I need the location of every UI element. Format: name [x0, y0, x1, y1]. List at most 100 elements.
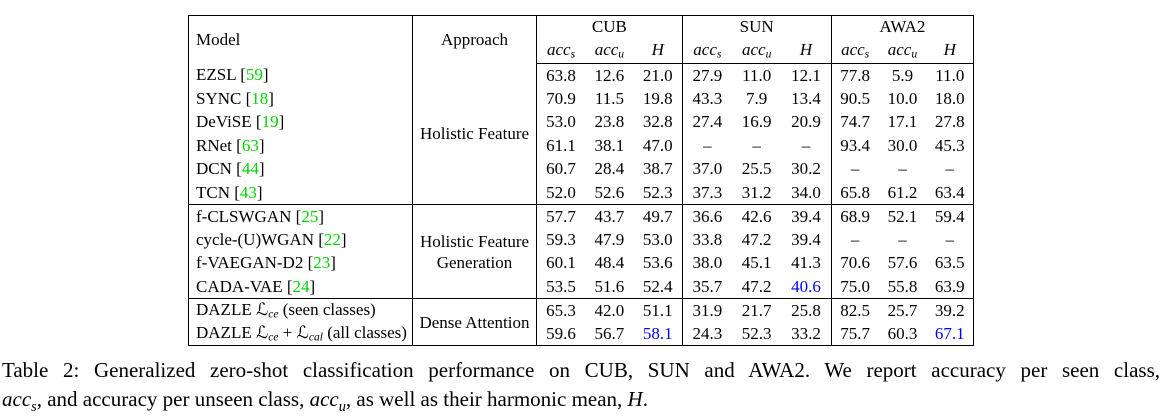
math-subscript: u: [911, 47, 918, 61]
approach-label-line: Dense Attention: [419, 312, 530, 332]
model-cell: SYNC [18]: [189, 87, 413, 111]
metric-value-cell: 70.6: [830, 251, 879, 275]
metric-header-accu: accu: [878, 37, 927, 64]
metric-value-cell: –: [752, 135, 761, 155]
text-segment: RNet: [196, 135, 237, 155]
metric-value-cell: 63.5: [934, 253, 965, 273]
text-segment: +: [278, 323, 297, 343]
math-subscript: s: [31, 399, 37, 416]
citation-open-bracket: [: [234, 182, 240, 202]
table-row: cycle-(U)WGAN [22] 59.3 47.9 53.0 33.8 47.2 39…: [189, 228, 974, 252]
header-row-datasets: Model Approach CUB SUN AWA2: [189, 15, 974, 64]
metric-value-cell: –: [681, 134, 732, 158]
text-segment: SYNC: [196, 88, 246, 108]
table-body: EZSL [59] Holistic Feature 63.8 12.6 21.0 27.…: [188, 63, 974, 346]
text-segment: (all classes): [322, 323, 407, 343]
math-symbol: ℒ: [255, 323, 269, 344]
citation-link[interactable]: 63: [241, 135, 259, 155]
text-segment: , and accuracy per unseen class,: [36, 387, 310, 411]
approach-label-line: Holistic Feature: [419, 231, 530, 251]
metric-header-accu: accu: [731, 37, 782, 64]
table-row: TCN [43] 52.0 52.6 52.3 37.3 31.2 34.0 65.8 61.2…: [189, 181, 974, 205]
metric-value-cell: 82.5: [830, 298, 879, 322]
text-segment: DAZLE: [196, 300, 256, 320]
math-symbol: H: [651, 40, 664, 60]
metric-value-cell: 90.5: [830, 87, 879, 111]
metric-value-cell: 59.4: [926, 204, 974, 228]
table-caption: Table 2: Generalized zero-shot classific…: [2, 356, 1160, 417]
metric-value-cell: –: [801, 135, 811, 155]
metric-header-accs: accs: [536, 37, 586, 64]
metric-value-cell: 53.0: [642, 229, 673, 249]
table-row: RNet [63] 61.1 38.1 47.0– – –93.4 30.0 45.3: [189, 134, 974, 158]
metric-value-cell: 27.4: [681, 110, 732, 134]
citation-open-bracket: [: [236, 135, 242, 155]
metric-value-cell: 12.1: [791, 65, 821, 85]
citation-link[interactable]: 43: [239, 182, 257, 202]
citation-close-bracket: ]: [340, 229, 347, 249]
math-symbol: acc: [741, 40, 766, 60]
metric-value-cell: 24.3: [681, 322, 732, 346]
math-subscript: ce: [268, 330, 279, 344]
citation-link[interactable]: 25: [301, 206, 319, 226]
citation-close-bracket: ]: [262, 65, 269, 85]
metric-value-cell: 51.6: [594, 276, 625, 296]
citation-link[interactable]: 23: [313, 253, 331, 273]
citation-close-bracket: ]: [309, 276, 316, 296]
citation-link[interactable]: 22: [323, 229, 341, 249]
metric-value-cell: –: [898, 229, 907, 249]
math-subscript: u: [338, 399, 346, 416]
model-cell: f-CLSWGAN [25]: [188, 204, 413, 228]
metric-value-cell: 43.7: [585, 204, 634, 228]
citation-link[interactable]: 44: [241, 159, 259, 179]
metric-value-cell: 63.8: [536, 63, 586, 87]
metric-value-cell: 30.2: [791, 159, 821, 179]
metric-value-cell: 38.1: [594, 135, 625, 155]
citation-open-bracket: [: [318, 229, 324, 249]
metric-value-cell: 32.8: [642, 112, 673, 132]
metric-value-cell: 48.4: [594, 253, 625, 273]
math-subscript: s: [716, 47, 722, 61]
metric-value-cell: 30.0: [887, 135, 918, 155]
metric-value-cell: 55.8: [887, 276, 918, 296]
text-segment: , as well as their harmonic mean,: [345, 387, 628, 411]
metric-value-cell: 39.2: [926, 298, 974, 322]
citation-link[interactable]: 59: [245, 65, 263, 85]
model-cell: CADA-VAE [24]: [189, 275, 413, 299]
dataset-header-awa2: AWA2: [830, 15, 974, 38]
citation-link[interactable]: 19: [261, 112, 279, 132]
metric-value-cell: 7.9: [746, 88, 768, 108]
metric-value-cell: 52.6: [594, 182, 625, 202]
math-symbol: ℒ: [255, 300, 269, 321]
metric-value-cell: 49.7: [633, 204, 683, 228]
metric-value-cell: 31.2: [741, 182, 772, 202]
metric-value-cell: –: [830, 157, 879, 181]
metric-header-accs: accs: [830, 37, 879, 64]
citation-close-bracket: ]: [258, 159, 265, 179]
citation-open-bracket: [: [307, 253, 314, 273]
metric-value-cell: 43.3: [681, 87, 732, 111]
approach-cell: Holistic Feature: [412, 63, 537, 205]
citation-link[interactable]: 18: [251, 88, 269, 108]
text-segment: TCN: [196, 182, 235, 202]
text-segment: cycle-(U)WGAN: [196, 229, 319, 249]
metric-value-cell: 10.0: [887, 88, 918, 108]
metric-value-cell: 56.7: [594, 323, 625, 343]
metric-header-h: H: [926, 37, 974, 64]
metric-value-cell: 63.9: [934, 276, 965, 296]
approach-label-line: Holistic Feature: [419, 124, 530, 144]
metric-value-cell: 11.5: [594, 88, 624, 108]
math-symbol: acc: [547, 40, 571, 60]
caption-line-2: accs, and accuracy per unseen class, acc…: [2, 385, 1160, 417]
metric-value-cell: 53.5: [536, 275, 586, 299]
metric-value-cell: 52.4: [642, 276, 673, 296]
citation-link[interactable]: 24: [292, 276, 310, 296]
metric-value-cell: 60.1: [536, 251, 586, 275]
approach-cell: Dense Attention: [412, 298, 537, 346]
metric-value-cell: 20.9: [791, 112, 821, 132]
metric-value-cell: 27.9: [681, 63, 732, 87]
metric-value-cell: 42.0: [585, 298, 634, 322]
text-segment: DCN: [196, 159, 237, 179]
